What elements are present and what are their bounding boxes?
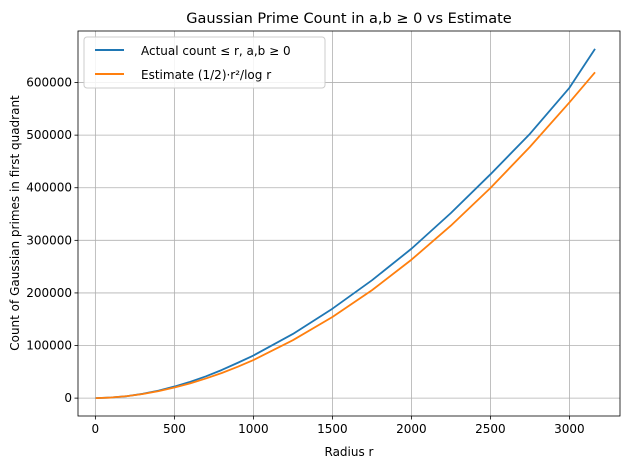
y-tick-label: 600000 bbox=[26, 76, 72, 90]
legend: Actual count ≤ r, a,b ≥ 0 Estimate (1/2)… bbox=[83, 36, 326, 89]
chart-title: Gaussian Prime Count in a,b ≥ 0 vs Estim… bbox=[186, 11, 512, 27]
x-tick-label: 0 bbox=[92, 422, 100, 436]
legend-label-estimate: Estimate (1/2)·r²/log r bbox=[141, 68, 271, 82]
x-axis-ticks: 0 500 1000 1500 2000 2500 3000 bbox=[92, 416, 585, 436]
y-tick-label: 300000 bbox=[26, 233, 72, 247]
grid bbox=[78, 31, 620, 416]
y-axis-label: Count of Gaussian primes in first quadra… bbox=[8, 95, 22, 351]
y-tick-label: 100000 bbox=[26, 339, 72, 353]
y-tick-label: 500000 bbox=[26, 128, 72, 142]
x-tick-label: 1000 bbox=[238, 422, 269, 436]
series-line-estimate bbox=[95, 71, 596, 400]
x-axis-label: Radius r bbox=[325, 445, 374, 459]
y-tick-label: 400000 bbox=[26, 181, 72, 195]
x-tick-label: 3000 bbox=[554, 422, 585, 436]
plot-frame bbox=[77, 30, 621, 417]
y-tick-label: 0 bbox=[64, 391, 72, 405]
y-axis-ticks: 0 100000 200000 300000 400000 500000 600000 bbox=[26, 76, 78, 405]
x-tick-label: 500 bbox=[163, 422, 186, 436]
x-tick-label: 2500 bbox=[475, 422, 506, 436]
legend-label-actual: Actual count ≤ r, a,b ≥ 0 bbox=[141, 44, 291, 58]
x-tick-label: 2000 bbox=[396, 422, 427, 436]
series-lines bbox=[95, 48, 596, 400]
x-tick-label: 1500 bbox=[317, 422, 348, 436]
legend-box bbox=[83, 36, 326, 89]
y-tick-label: 200000 bbox=[26, 286, 72, 300]
